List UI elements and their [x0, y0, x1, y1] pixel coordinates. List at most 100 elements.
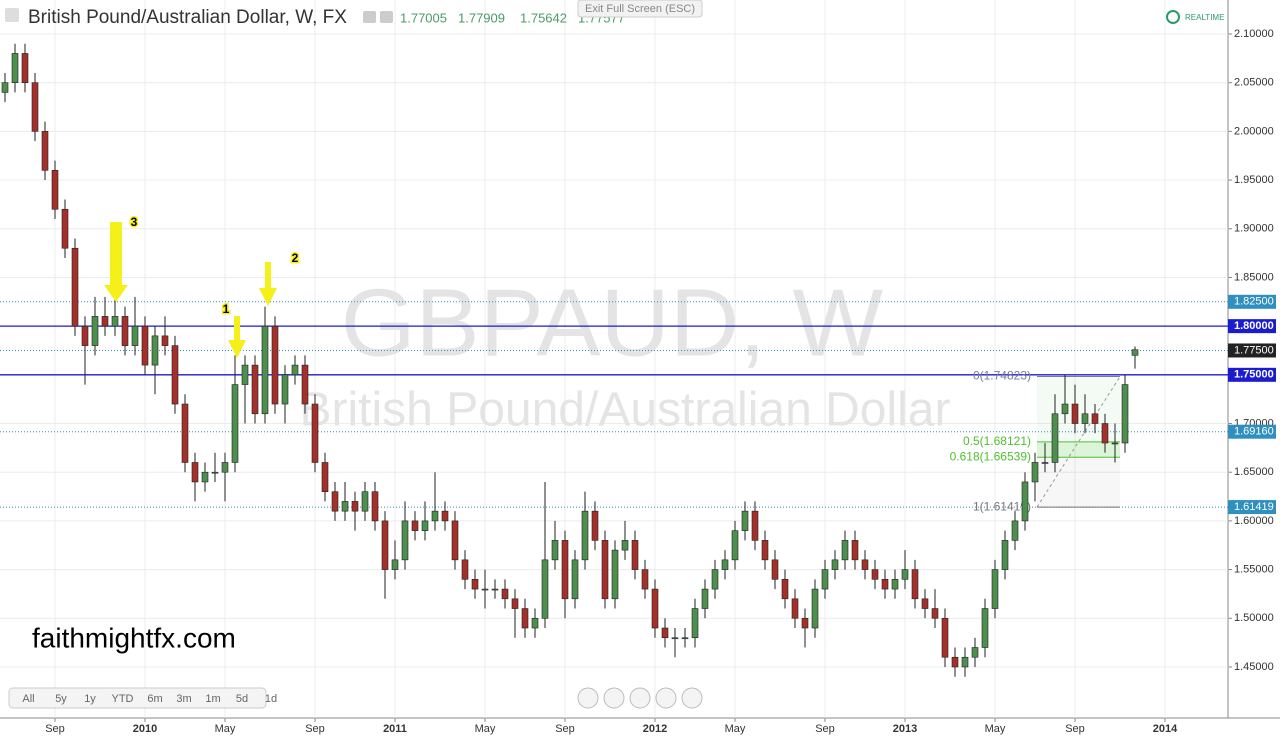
candle-body: [1071, 403, 1079, 424]
price-label: 1.61419: [1234, 501, 1274, 513]
y-tick-label: 2.00000: [1234, 125, 1274, 137]
site-label: faithmightfx.com: [32, 622, 236, 653]
candle-body: [181, 403, 189, 463]
zoom-in[interactable]: [655, 687, 677, 709]
candle-body: [761, 540, 769, 561]
candle-body: [11, 53, 19, 83]
candle-body: [1111, 442, 1119, 445]
arrow: [259, 262, 277, 306]
candle-body: [911, 569, 919, 600]
y-tick-label: 1.95000: [1234, 174, 1274, 186]
candle-body: [1081, 413, 1089, 424]
candle-body: [101, 316, 109, 327]
range-bar: [8, 687, 267, 709]
exit-fullscreen-button[interactable]: [577, 0, 703, 18]
candle-body: [671, 637, 679, 640]
candle-body: [1091, 413, 1099, 424]
realtime-icon: [1166, 10, 1180, 24]
price-label-box: [1228, 294, 1276, 309]
candle-body: [1, 82, 9, 93]
scroll-left[interactable]: [577, 687, 599, 709]
x-tick-label: 2012: [643, 723, 667, 735]
candle-body: [591, 510, 599, 541]
candle-body: [621, 540, 629, 551]
x-tick-label: May: [985, 723, 1006, 735]
candle-body: [191, 462, 199, 483]
candle-body: [771, 559, 779, 580]
candle-body: [951, 656, 959, 668]
range-label: 5y: [55, 693, 67, 705]
price-label: 1.75000: [1234, 369, 1274, 381]
candle-body: [741, 510, 749, 531]
candle-body: [831, 559, 839, 570]
reset[interactable]: [629, 687, 651, 709]
price-label: 1.69160: [1234, 426, 1274, 438]
candle-body: [431, 510, 439, 522]
range-label: 5d: [236, 693, 248, 705]
candle-body: [501, 588, 509, 600]
eye-icon[interactable]: [363, 11, 376, 23]
candle-body: [71, 247, 79, 327]
candle-body: [851, 540, 859, 561]
candle-body: [171, 345, 179, 405]
candle-body: [211, 471, 219, 474]
settings-icon[interactable]: [380, 11, 393, 23]
candle-body: [331, 491, 339, 512]
candle-body: [921, 598, 929, 609]
candle-body: [381, 520, 389, 570]
candle-body: [151, 335, 159, 366]
price-label-box: [1228, 500, 1276, 515]
candle-body: [561, 540, 569, 600]
range-label: YTD: [112, 693, 134, 705]
exit-fullscreen-label: Exit Full Screen (ESC): [585, 3, 695, 15]
candle-body: [91, 316, 99, 346]
candle-body: [1041, 462, 1049, 464]
candle-body: [471, 579, 479, 590]
candle-body: [361, 491, 369, 512]
candle-body: [791, 598, 799, 619]
candle-body: [631, 540, 639, 570]
candle-body: [781, 579, 789, 600]
y-tick-label: 1.60000: [1234, 515, 1274, 527]
candle-body: [271, 325, 279, 405]
y-tick-label: 2.10000: [1234, 28, 1274, 40]
candle-body: [581, 510, 589, 561]
price-label-box: [1228, 424, 1276, 439]
realtime-label: REALTIME: [1185, 13, 1224, 22]
candle-body: [661, 627, 669, 639]
x-tick-label: Sep: [305, 723, 325, 735]
range-buttons: All 5y 1y YTD 6m 3m 1m 5d 1d: [8, 687, 277, 709]
scroll-right[interactable]: [681, 687, 703, 709]
candle-body: [551, 540, 559, 561]
x-tick-label: Sep: [1065, 723, 1085, 735]
star-icon[interactable]: [5, 8, 19, 22]
ohlc-low: 1.75642: [520, 10, 567, 25]
candle-body: [461, 559, 469, 580]
candle-body: [351, 501, 359, 512]
candle-body: [711, 569, 719, 590]
price-label-box: [1228, 319, 1276, 334]
zoom-out[interactable]: [603, 687, 625, 709]
candle-body: [31, 82, 39, 132]
watermark-sub: British Pound/Australian Dollar: [300, 384, 951, 437]
candle-body: [81, 325, 89, 346]
candle-body: [451, 520, 459, 561]
candle-body: [21, 53, 29, 83]
fib-label: 1(1.61419): [973, 499, 1031, 513]
fib-zone: [1037, 441, 1120, 458]
candle-body: [1121, 384, 1129, 444]
x-tick-label: 2011: [383, 723, 407, 735]
candle-body: [811, 588, 819, 629]
candle-body: [1061, 403, 1069, 415]
candle-body: [601, 540, 609, 600]
arrow: [104, 222, 128, 302]
candle-body: [1031, 462, 1039, 483]
candle-body: [291, 364, 299, 376]
x-tick-label: Sep: [555, 723, 575, 735]
candle-body: [241, 364, 249, 385]
x-tick-label: 2014: [1153, 723, 1178, 735]
y-tick-label: 2.05000: [1234, 77, 1274, 89]
watermark: GBPAUD, W: [341, 269, 884, 376]
